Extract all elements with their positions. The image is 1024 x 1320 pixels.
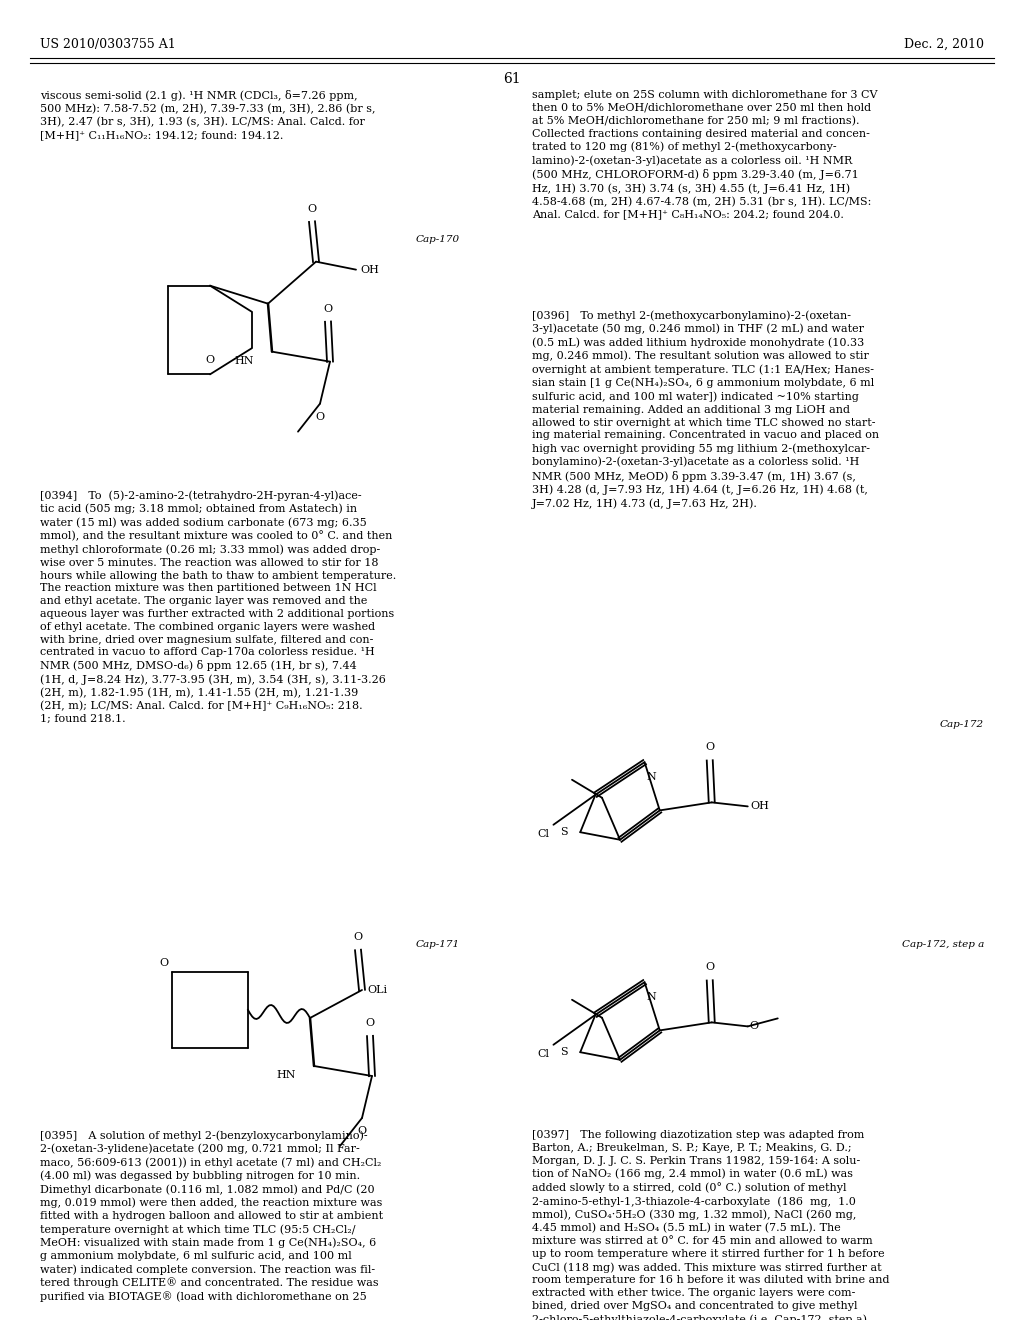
Text: O: O	[366, 1018, 375, 1028]
Text: O: O	[159, 958, 168, 968]
Text: O: O	[307, 203, 316, 214]
Text: [0397] The following diazotization step was adapted from
Barton, A.; Breukelman,: [0397] The following diazotization step …	[532, 1130, 890, 1320]
Text: US 2010/0303755 A1: US 2010/0303755 A1	[40, 38, 176, 51]
Text: Cap-171: Cap-171	[416, 940, 460, 949]
Text: OH: OH	[360, 264, 379, 275]
Text: OH: OH	[751, 801, 770, 812]
Text: viscous semi-solid (2.1 g). ¹H NMR (CDCl₃, δ=7.26 ppm,
500 MHz): 7.58-7.52 (m, 2: viscous semi-solid (2.1 g). ¹H NMR (CDCl…	[40, 90, 376, 140]
Text: N: N	[646, 772, 656, 783]
Text: S: S	[560, 1047, 568, 1057]
Text: Cap-172, step a: Cap-172, step a	[902, 940, 984, 949]
Text: Cap-172: Cap-172	[940, 719, 984, 729]
Text: O: O	[324, 304, 333, 314]
Text: O: O	[706, 742, 715, 752]
Text: Cap-170: Cap-170	[416, 235, 460, 244]
Text: N: N	[646, 993, 656, 1002]
Text: O: O	[353, 932, 362, 942]
Text: [0394] To  (5)-2-amino-2-(tetrahydro-2H-pyran-4-yl)ace-
tic acid (505 mg; 3.18 m: [0394] To (5)-2-amino-2-(tetrahydro-2H-p…	[40, 490, 396, 725]
Text: Cl: Cl	[538, 1049, 550, 1059]
Text: 61: 61	[503, 73, 521, 86]
Text: [0396] To methyl 2-(methoxycarbonylamino)-2-(oxetan-
3-yl)acetate (50 mg, 0.246 : [0396] To methyl 2-(methoxycarbonylamino…	[532, 310, 880, 508]
Text: OLi: OLi	[367, 985, 387, 995]
Text: O: O	[206, 355, 215, 366]
Text: Cl: Cl	[538, 829, 550, 838]
Text: O: O	[357, 1126, 367, 1137]
Text: samplet; elute on 25S column with dichloromethane for 3 CV
then 0 to 5% MeOH/dic: samplet; elute on 25S column with dichlo…	[532, 90, 878, 219]
Text: Dec. 2, 2010: Dec. 2, 2010	[904, 38, 984, 51]
Text: O: O	[706, 962, 715, 973]
Text: HN: HN	[234, 355, 254, 366]
Text: O: O	[315, 412, 325, 421]
Text: O: O	[750, 1022, 759, 1031]
Text: S: S	[560, 828, 568, 837]
Text: HN: HN	[276, 1071, 296, 1080]
Text: [0395] A solution of methyl 2-(benzyloxycarbonylamino)-
2-(oxetan-3-ylidene)acet: [0395] A solution of methyl 2-(benzyloxy…	[40, 1130, 383, 1303]
